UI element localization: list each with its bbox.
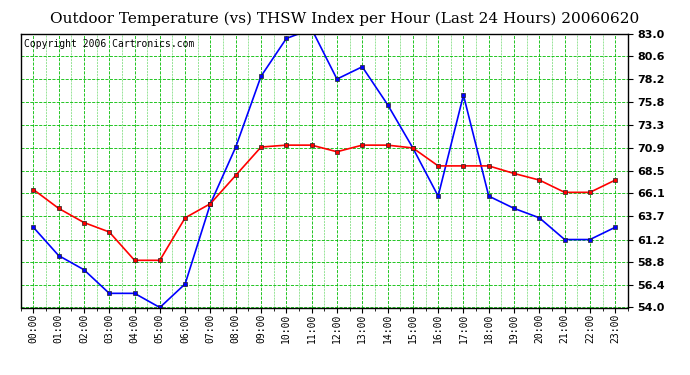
Text: Copyright 2006 Cartronics.com: Copyright 2006 Cartronics.com bbox=[23, 39, 194, 49]
Text: Outdoor Temperature (vs) THSW Index per Hour (Last 24 Hours) 20060620: Outdoor Temperature (vs) THSW Index per … bbox=[50, 11, 640, 26]
